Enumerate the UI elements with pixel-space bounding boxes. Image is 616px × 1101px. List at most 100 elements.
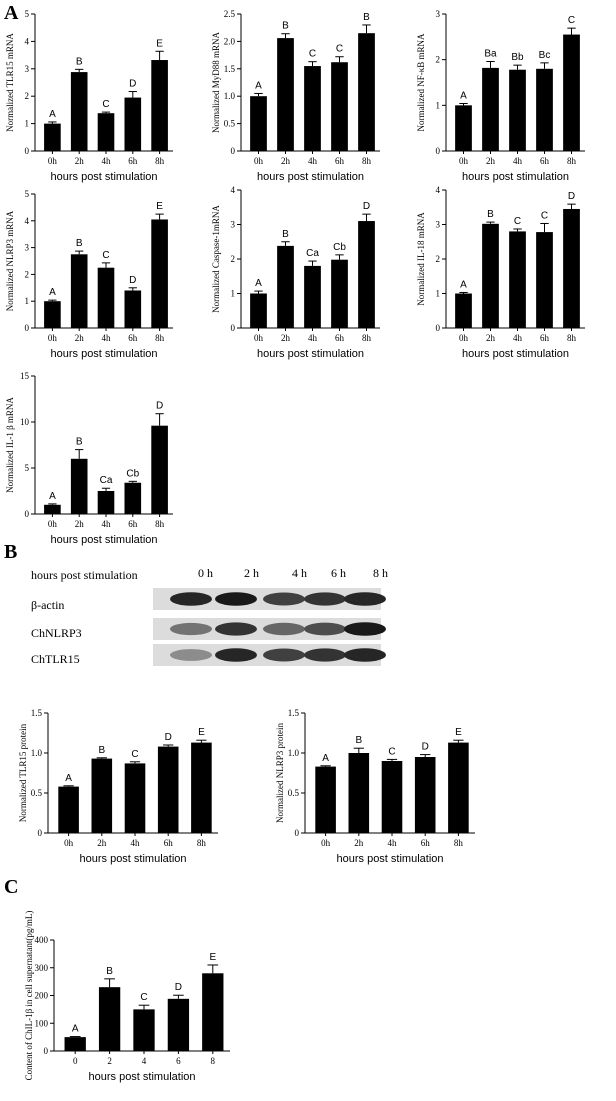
significance-label: A	[49, 491, 56, 502]
x-tick-label: 6h	[164, 838, 174, 848]
x-tick-label: 8	[211, 1056, 216, 1066]
blot-band	[215, 622, 257, 636]
blot-band	[263, 592, 305, 606]
significance-label: C	[514, 216, 521, 227]
x-tick-label: 2h	[75, 519, 85, 529]
chart-il1b-mrna: 0 5 10 15 A 0h B 2h Ca 4h Cb 6h D 8h hours post stimul…	[5, 371, 173, 546]
significance-label: A	[49, 109, 56, 120]
chart-nfkb-mrna: 0 1 2 3 A 0h Ba 2h Bb 4h Bc 6h C 8h hours post stimula…	[416, 9, 585, 183]
y-tick-label: 1.5	[31, 708, 43, 718]
significance-label: C	[131, 749, 138, 760]
y-tick-label: 3	[231, 220, 236, 230]
x-tick-label: 4	[142, 1056, 147, 1066]
bar	[563, 208, 580, 328]
blot-band	[304, 648, 346, 662]
y-tick-label: 2.0	[224, 36, 236, 46]
blot-band	[344, 622, 386, 636]
x-axis-title: hours post stimulation	[51, 171, 158, 183]
x-axis-title: hours post stimulation	[257, 171, 364, 183]
significance-label: A	[255, 278, 262, 289]
y-tick-label: 0	[436, 323, 441, 333]
significance-label: B	[282, 21, 289, 32]
bar	[97, 267, 115, 328]
x-tick-label: 6h	[421, 838, 431, 848]
x-axis-title: hours post stimulation	[89, 1071, 196, 1083]
significance-label: B	[76, 56, 83, 67]
significance-label: C	[140, 992, 147, 1003]
significance-label: B	[106, 966, 113, 977]
bar	[44, 504, 61, 514]
blot-band	[304, 622, 346, 636]
y-tick-label: 5	[25, 9, 30, 19]
x-axis-title: hours post stimulation	[51, 534, 158, 546]
x-tick-label: 6h	[540, 333, 550, 343]
x-tick-label: 8h	[454, 838, 464, 848]
x-tick-label: 0h	[321, 838, 331, 848]
x-tick-label: 2h	[97, 838, 107, 848]
chart-nlrp3-mrna: 0 1 2 3 4 5 A 0h B 2h C 4h D 6h E 8h hours post stimulat…	[5, 189, 173, 360]
blot-band	[344, 592, 386, 606]
x-tick-label: 4h	[308, 333, 318, 343]
y-tick-label: 0.5	[224, 119, 236, 129]
x-tick-label: 6h	[128, 519, 138, 529]
blot-band	[215, 648, 257, 662]
y-tick-label: 1	[436, 289, 441, 299]
y-tick-label: 3	[436, 220, 441, 230]
bar	[358, 221, 375, 328]
significance-label: E	[156, 38, 163, 49]
y-tick-label: 2	[436, 254, 441, 264]
y-axis-title: Content of ChIL-1β in cell supernatant(p…	[24, 911, 34, 1081]
y-tick-label: 4	[25, 216, 30, 226]
x-tick-label: 6h	[540, 156, 550, 166]
y-tick-label: 15	[20, 371, 30, 381]
chart-il18-mrna: 0 1 2 3 4 A 0h B 2h C 4h C 6h D 8h hours post stimulati…	[416, 185, 585, 360]
chart-nlrp3-protein: 0 0.5 1.0 1.5 A 0h B 2h C 4h D 6h E 8h hours post stim…	[275, 708, 475, 865]
x-tick-label: 4h	[388, 838, 398, 848]
bar	[97, 491, 115, 514]
blot-timepoint-0h: 0 h	[198, 566, 213, 580]
chart-myd88-mrna: 0 0.5 1.0 1.5 2.0 2.5 A 0h B 2h C 4h C 6h B 8h hours pos…	[211, 9, 380, 183]
significance-label: Cb	[333, 242, 346, 253]
x-tick-label: 2h	[354, 838, 364, 848]
x-tick-label: 2	[107, 1056, 112, 1066]
x-tick-label: 8h	[362, 333, 372, 343]
y-tick-label: 2.5	[224, 9, 236, 19]
bar	[536, 232, 553, 328]
y-axis-title: Normalized Caspase-1mRNA	[211, 205, 221, 313]
y-tick-label: 0.5	[288, 788, 300, 798]
bar	[44, 123, 61, 151]
y-tick-label: 400	[35, 935, 49, 945]
significance-label: Bc	[539, 50, 551, 61]
significance-label: C	[568, 15, 575, 26]
x-tick-label: 8h	[155, 519, 165, 529]
x-tick-label: 0h	[459, 156, 469, 166]
bar	[414, 757, 436, 833]
bar	[151, 425, 168, 514]
bar	[536, 68, 553, 151]
x-tick-label: 4h	[513, 333, 523, 343]
bar	[157, 746, 179, 833]
bar	[358, 33, 375, 151]
blot-band	[170, 592, 212, 606]
x-tick-label: 4h	[513, 156, 523, 166]
bar	[563, 34, 580, 151]
significance-label: B	[363, 12, 370, 23]
significance-label: D	[568, 191, 575, 202]
x-tick-label: 8h	[197, 838, 207, 848]
y-tick-label: 3	[25, 64, 30, 74]
y-tick-label: 1.0	[288, 748, 300, 758]
y-tick-label: 10	[20, 417, 30, 427]
blot-timepoint-4h: 4 h	[292, 566, 307, 580]
x-axis-title: hours post stimulation	[337, 853, 444, 865]
significance-label: Bb	[511, 52, 524, 63]
bar	[191, 742, 212, 833]
y-axis-title: Normalized NF-κB mRNA	[416, 33, 426, 132]
significance-label: B	[487, 209, 494, 220]
bar	[509, 231, 526, 328]
bar	[167, 998, 190, 1051]
significance-label: C	[336, 44, 343, 55]
y-tick-label: 1.5	[288, 708, 300, 718]
blot-timepoint-8h: 8 h	[373, 566, 388, 580]
bar	[44, 301, 61, 328]
y-tick-label: 3	[25, 243, 30, 253]
